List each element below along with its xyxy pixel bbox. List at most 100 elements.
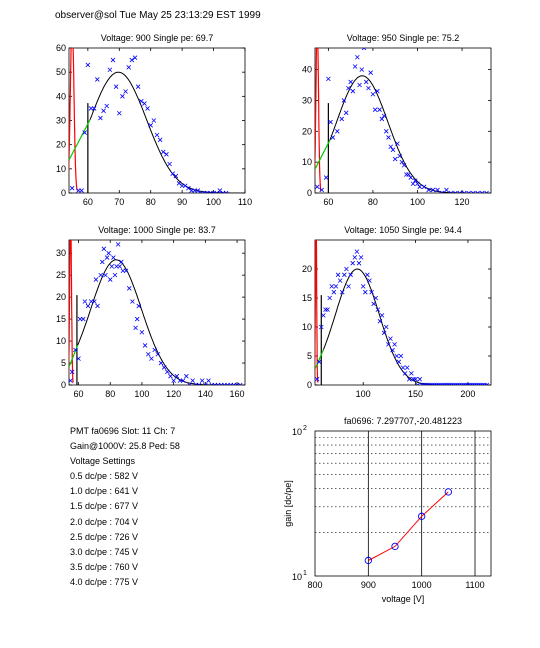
- data-point: [444, 382, 450, 385]
- data-point: [315, 376, 320, 382]
- data-point: [348, 79, 353, 85]
- data-point: [430, 382, 435, 385]
- data-point: [470, 190, 476, 193]
- data-point: [325, 307, 330, 312]
- data-point: [370, 91, 376, 97]
- y-axis-label: gain [dc/pe]: [283, 480, 293, 527]
- data-point: [337, 278, 343, 283]
- voltage-settings-heading: Voltage Settings: [70, 456, 136, 467]
- data-point: [365, 272, 370, 278]
- x-tick-label: 80: [105, 389, 115, 399]
- data-point: [394, 353, 399, 359]
- data-point: [396, 359, 402, 365]
- data-point: [123, 268, 129, 274]
- data-point: [475, 190, 480, 193]
- x-tick-label: 110: [238, 197, 252, 207]
- rise-line: [69, 119, 91, 161]
- data-point: [80, 316, 86, 322]
- y-tick-label: 60: [56, 43, 66, 53]
- data-point: [427, 382, 433, 385]
- gain-data-point: [444, 488, 452, 496]
- data-point: [167, 161, 172, 167]
- data-point: [461, 382, 467, 385]
- data-point: [100, 259, 105, 265]
- x-tick-label: 100: [356, 389, 371, 399]
- data-point: [348, 272, 353, 278]
- data-point: [126, 286, 132, 291]
- gaussian-fit-curve: [322, 268, 491, 385]
- data-point: [346, 85, 351, 91]
- data-point: [461, 190, 467, 193]
- data-point: [375, 88, 380, 94]
- x-tick-label: 900: [361, 580, 376, 590]
- data-point: [407, 376, 412, 382]
- y-tick-label: 0: [307, 380, 312, 390]
- data-point: [386, 135, 391, 140]
- data-point: [196, 382, 202, 385]
- data-point: [379, 313, 385, 318]
- data-point: [174, 373, 180, 379]
- data-point: [484, 382, 490, 385]
- data-point: [363, 289, 368, 295]
- y-tick-exponent: 1: [303, 570, 307, 577]
- data-point: [101, 108, 106, 114]
- data-point: [223, 190, 229, 193]
- data-point: [388, 144, 394, 150]
- data-point: [421, 382, 427, 385]
- x-axis-label: voltage [V]: [382, 594, 425, 604]
- gain-data-point: [418, 512, 426, 520]
- data-point: [184, 373, 189, 379]
- y-tick-label: 20: [56, 140, 66, 150]
- plot-title: Voltage: 900 Single pe: 69.7: [101, 33, 214, 43]
- data-point: [479, 190, 485, 193]
- y-tick-label: 50: [56, 67, 66, 77]
- plot-area: [69, 48, 245, 193]
- data-point: [465, 382, 471, 385]
- data-point: [98, 115, 103, 121]
- data-point: [430, 187, 436, 193]
- data-point: [323, 175, 329, 180]
- data-point: [360, 284, 366, 289]
- data-point: [415, 181, 420, 187]
- x-tick-label: 800: [307, 580, 322, 590]
- data-point: [129, 57, 135, 63]
- data-point: [115, 242, 121, 247]
- data-point: [459, 382, 464, 385]
- data-point: [328, 119, 333, 125]
- data-point: [180, 378, 186, 383]
- rise-line: [315, 349, 324, 370]
- data-point: [190, 378, 195, 383]
- data-point: [453, 382, 458, 385]
- data-point: [164, 152, 169, 157]
- x-tick-label: 70: [114, 197, 124, 207]
- plot-frame: [314, 239, 492, 386]
- data-point: [142, 101, 147, 106]
- data-point: [120, 94, 125, 99]
- data-point: [474, 382, 479, 385]
- data-point: [199, 378, 205, 383]
- y-tick-label: 10: [292, 427, 302, 437]
- data-point: [183, 183, 188, 189]
- data-point: [139, 329, 145, 335]
- data-point: [214, 190, 219, 193]
- plot-title: fa0696: 7.297707,-20.481223: [344, 416, 462, 426]
- data-point: [217, 188, 223, 193]
- data-point: [377, 107, 382, 112]
- data-point: [139, 98, 144, 104]
- x-tick-label: 120: [455, 197, 470, 207]
- data-point: [321, 313, 326, 318]
- data-point: [123, 89, 128, 94]
- x-tick-label: 140: [198, 389, 213, 399]
- voltage-setting-row: 2.0 dc/pe : 704 V: [70, 516, 139, 527]
- x-tick-label: 80: [146, 197, 156, 207]
- data-point: [111, 255, 116, 260]
- data-point: [69, 378, 73, 383]
- y-tick-label: 30: [56, 248, 66, 258]
- data-point: [98, 272, 103, 278]
- data-point: [79, 188, 84, 193]
- y-tick-label: 10: [56, 164, 66, 174]
- gaussian-fit-curve: [329, 75, 491, 193]
- x-tick-label: 100: [206, 197, 221, 207]
- data-point: [356, 260, 362, 266]
